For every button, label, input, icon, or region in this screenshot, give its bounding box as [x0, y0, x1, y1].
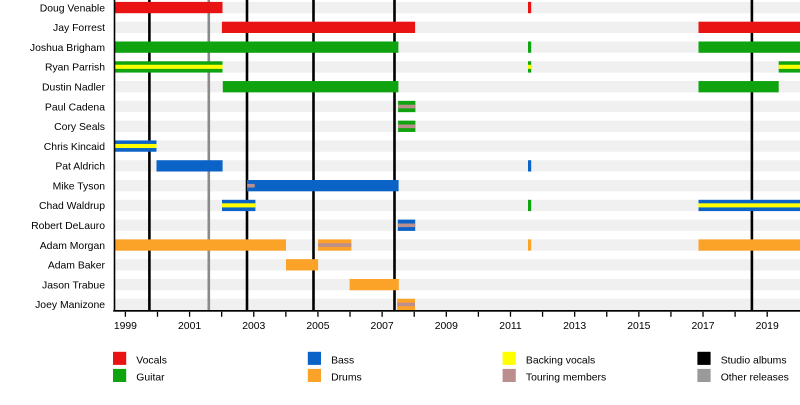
svg-text:Touring members: Touring members — [526, 373, 606, 384]
svg-text:2015: 2015 — [627, 321, 650, 332]
svg-text:Adam Baker: Adam Baker — [48, 261, 106, 272]
svg-text:Robert DeLauro: Robert DeLauro — [31, 221, 105, 232]
svg-text:Bass: Bass — [331, 356, 354, 367]
svg-text:Backing vocals: Backing vocals — [526, 356, 595, 367]
svg-text:Vocals: Vocals — [136, 356, 167, 367]
svg-text:1999: 1999 — [114, 321, 137, 332]
svg-text:Adam Morgan: Adam Morgan — [40, 241, 105, 252]
svg-text:2017: 2017 — [691, 321, 714, 332]
svg-text:Jay Forrest: Jay Forrest — [53, 23, 105, 34]
svg-text:Joshua Brigham: Joshua Brigham — [30, 43, 105, 54]
svg-text:2013: 2013 — [563, 321, 586, 332]
svg-text:2005: 2005 — [306, 321, 329, 332]
svg-text:Chris Kincaid: Chris Kincaid — [44, 142, 105, 153]
svg-text:Dustin Nadler: Dustin Nadler — [42, 82, 105, 93]
svg-text:Pat Aldrich: Pat Aldrich — [55, 162, 105, 173]
svg-text:Studio albums: Studio albums — [721, 356, 787, 367]
svg-text:2003: 2003 — [242, 321, 265, 332]
svg-text:2001: 2001 — [178, 321, 201, 332]
svg-text:Cory Seals: Cory Seals — [54, 122, 105, 133]
svg-text:Ryan Parrish: Ryan Parrish — [45, 63, 105, 74]
svg-text:Guitar: Guitar — [136, 373, 165, 384]
svg-text:Doug Venable: Doug Venable — [40, 3, 106, 14]
svg-text:Paul Cadena: Paul Cadena — [45, 102, 105, 113]
svg-text:2009: 2009 — [435, 321, 458, 332]
svg-text:Joey Manizone: Joey Manizone — [35, 300, 105, 311]
svg-text:2019: 2019 — [756, 321, 779, 332]
svg-text:Other releases: Other releases — [721, 373, 789, 384]
svg-text:2007: 2007 — [371, 321, 394, 332]
svg-text:Mike Tyson: Mike Tyson — [53, 181, 106, 192]
svg-text:Chad Waldrup: Chad Waldrup — [39, 201, 105, 212]
svg-text:Jason Trabue: Jason Trabue — [42, 280, 105, 291]
svg-text:Drums: Drums — [331, 373, 362, 384]
svg-text:2011: 2011 — [499, 321, 522, 332]
